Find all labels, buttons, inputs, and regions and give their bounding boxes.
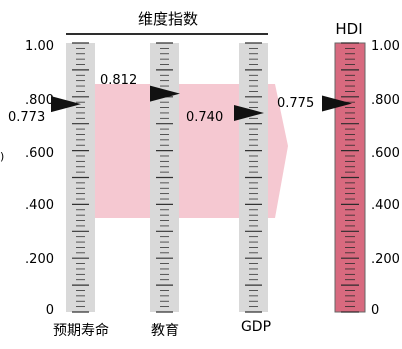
left-scale-label: .200: [25, 252, 54, 267]
edge-paren: ): [0, 150, 4, 163]
education-value: 0.812: [100, 73, 137, 88]
education-pointer: [150, 85, 180, 102]
right-scale-label: 1.00: [371, 39, 400, 54]
right-scale-label: .400: [371, 198, 400, 213]
life-expectancy-label: 预期寿命: [53, 322, 109, 339]
life-expectancy-bar: [66, 42, 95, 313]
right-scale-label: 0: [371, 303, 379, 318]
dimension-indices-title: 维度指数: [138, 10, 198, 28]
left-scale-label: .600: [25, 146, 54, 161]
education-label: 教育: [151, 323, 179, 339]
gdp-value: 0.740: [186, 110, 223, 125]
education-bar: [150, 42, 179, 313]
life-expectancy-pointer: [51, 96, 81, 113]
right-scale-label: .200: [371, 252, 400, 267]
left-scale-label: 0: [46, 303, 54, 318]
hdi-title: HDI: [335, 20, 362, 38]
hdi-bar: [334, 42, 366, 313]
right-scale-label: .600: [371, 146, 400, 161]
life-expectancy-value: 0.773: [8, 110, 45, 125]
hdi-value: 0.775: [277, 96, 314, 111]
gdp-label: GDP: [241, 319, 271, 335]
hdi-pointer: [322, 95, 352, 112]
left-scale-label: .400: [25, 198, 54, 213]
right-scale-label: .800: [371, 93, 400, 108]
gdp-pointer: [234, 104, 264, 121]
gdp-bar: [239, 42, 268, 313]
left-scale-label: 1.00: [25, 39, 54, 54]
left-scale-label: .800: [25, 93, 54, 108]
